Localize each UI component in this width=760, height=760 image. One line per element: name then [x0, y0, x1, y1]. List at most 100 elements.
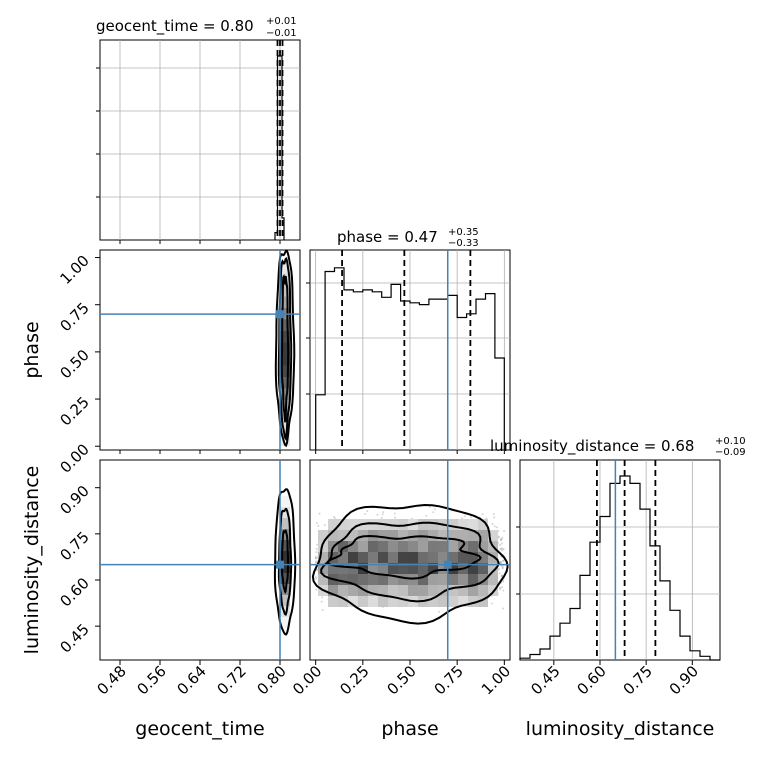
density-cell	[478, 574, 488, 585]
x-tick-label: 1.00	[478, 662, 514, 698]
panel-dist-1d-frame	[519, 459, 721, 661]
density-cell	[368, 552, 378, 563]
scatter-point	[499, 586, 502, 589]
contour-line	[311, 503, 509, 625]
scatter-point	[366, 510, 369, 513]
density-cell	[418, 552, 428, 563]
density-cell	[458, 585, 468, 596]
density-cell	[398, 585, 408, 596]
scatter-point	[500, 565, 503, 568]
density-cell	[378, 530, 388, 541]
x-tick-label: 0.80	[253, 662, 289, 698]
density-cell	[348, 552, 358, 563]
scatter-point	[333, 515, 336, 518]
scatter-point	[501, 566, 504, 569]
x-tick-label: 0.50	[383, 662, 419, 698]
scatter-point	[364, 512, 367, 515]
svg-text:−0.09: −0.09	[715, 447, 746, 458]
density-cell	[388, 519, 398, 530]
scatter-point	[428, 505, 431, 508]
scatter-point	[495, 526, 498, 529]
scatter-point	[491, 602, 494, 605]
density-cell	[398, 541, 408, 552]
density-cell	[468, 541, 478, 552]
density-cell	[328, 530, 338, 541]
y-tick-label: 0.25	[56, 393, 92, 429]
density-cell	[428, 585, 438, 596]
svg-text:+0.35: +0.35	[448, 227, 479, 238]
contour-line	[280, 529, 290, 594]
density-cell	[368, 596, 378, 607]
density-cell	[468, 563, 478, 574]
scatter-point	[432, 511, 435, 514]
density-cell	[448, 585, 458, 596]
title-luminosity-distance: luminosity_distance = 0.68 +0.10 −0.09	[490, 436, 746, 458]
density-cell	[408, 563, 418, 574]
density-cell	[468, 585, 478, 596]
scatter-point	[321, 609, 324, 612]
xlabel-phase: phase	[381, 718, 438, 740]
y-tick-label: 0.45	[56, 620, 92, 656]
svg-text:luminosity_distance = 0.68: luminosity_distance = 0.68	[490, 437, 694, 456]
density-cell	[468, 596, 478, 607]
scatter-point	[460, 517, 463, 520]
scatter-point	[493, 516, 496, 519]
scatter-point	[394, 516, 397, 519]
scatter-point	[433, 508, 436, 511]
scatter-point	[321, 596, 324, 599]
density-cell	[418, 519, 428, 530]
svg-text:+0.10: +0.10	[715, 436, 746, 447]
scatter-point	[317, 524, 320, 527]
truth-marker	[443, 560, 452, 569]
scatter-point	[314, 560, 317, 563]
x-tick-label: 0.75	[431, 662, 467, 698]
scatter-point	[498, 572, 501, 575]
truth-lines	[100, 250, 617, 660]
scatter-point	[501, 536, 504, 539]
density-cell	[368, 563, 378, 574]
density-cell	[438, 585, 448, 596]
histogram-step-line	[519, 475, 720, 661]
ylabel-luminosity-distance: luminosity_distance	[21, 466, 43, 655]
density-cell	[318, 530, 328, 541]
scatter-point	[499, 560, 502, 563]
density-cell	[478, 541, 488, 552]
scatter-point	[498, 588, 501, 591]
scatter-point	[463, 515, 466, 518]
density-cell	[428, 574, 438, 585]
panel-dist-geocent-frame	[99, 459, 301, 661]
svg-text:geocent_time = 0.80: geocent_time = 0.80	[96, 17, 254, 36]
density-cell	[280, 551, 290, 562]
density-cell	[428, 530, 438, 541]
svg-text:+0.01: +0.01	[266, 16, 297, 27]
histograms	[274, 40, 720, 661]
density-cell	[388, 585, 398, 596]
density-cell	[368, 585, 378, 596]
density-cell	[408, 541, 418, 552]
density-cell	[328, 585, 338, 596]
density-cell	[388, 541, 398, 552]
scatter-point	[314, 555, 317, 558]
contour-line	[277, 256, 293, 441]
density-cell	[280, 342, 290, 354]
density-cell	[348, 541, 358, 552]
density-cell	[280, 496, 290, 507]
density-cell	[468, 530, 478, 541]
density-cell	[368, 574, 378, 585]
density-cell	[280, 529, 290, 540]
y-tick-label: 0.75	[56, 528, 92, 564]
scatter-point	[500, 538, 503, 541]
svg-text:phase = 0.47: phase = 0.47	[337, 228, 438, 246]
scatter-point	[502, 559, 505, 562]
scatter-point	[393, 512, 396, 515]
scatter-point	[315, 577, 318, 580]
contour-line	[274, 249, 296, 448]
density-cell	[418, 563, 428, 574]
density-cell	[348, 519, 358, 530]
density-cell	[398, 552, 408, 563]
density-cell	[448, 519, 458, 530]
ylabel-phase: phase	[21, 321, 43, 378]
x-tick-label: 0.56	[133, 662, 169, 698]
density-cell	[478, 585, 488, 596]
